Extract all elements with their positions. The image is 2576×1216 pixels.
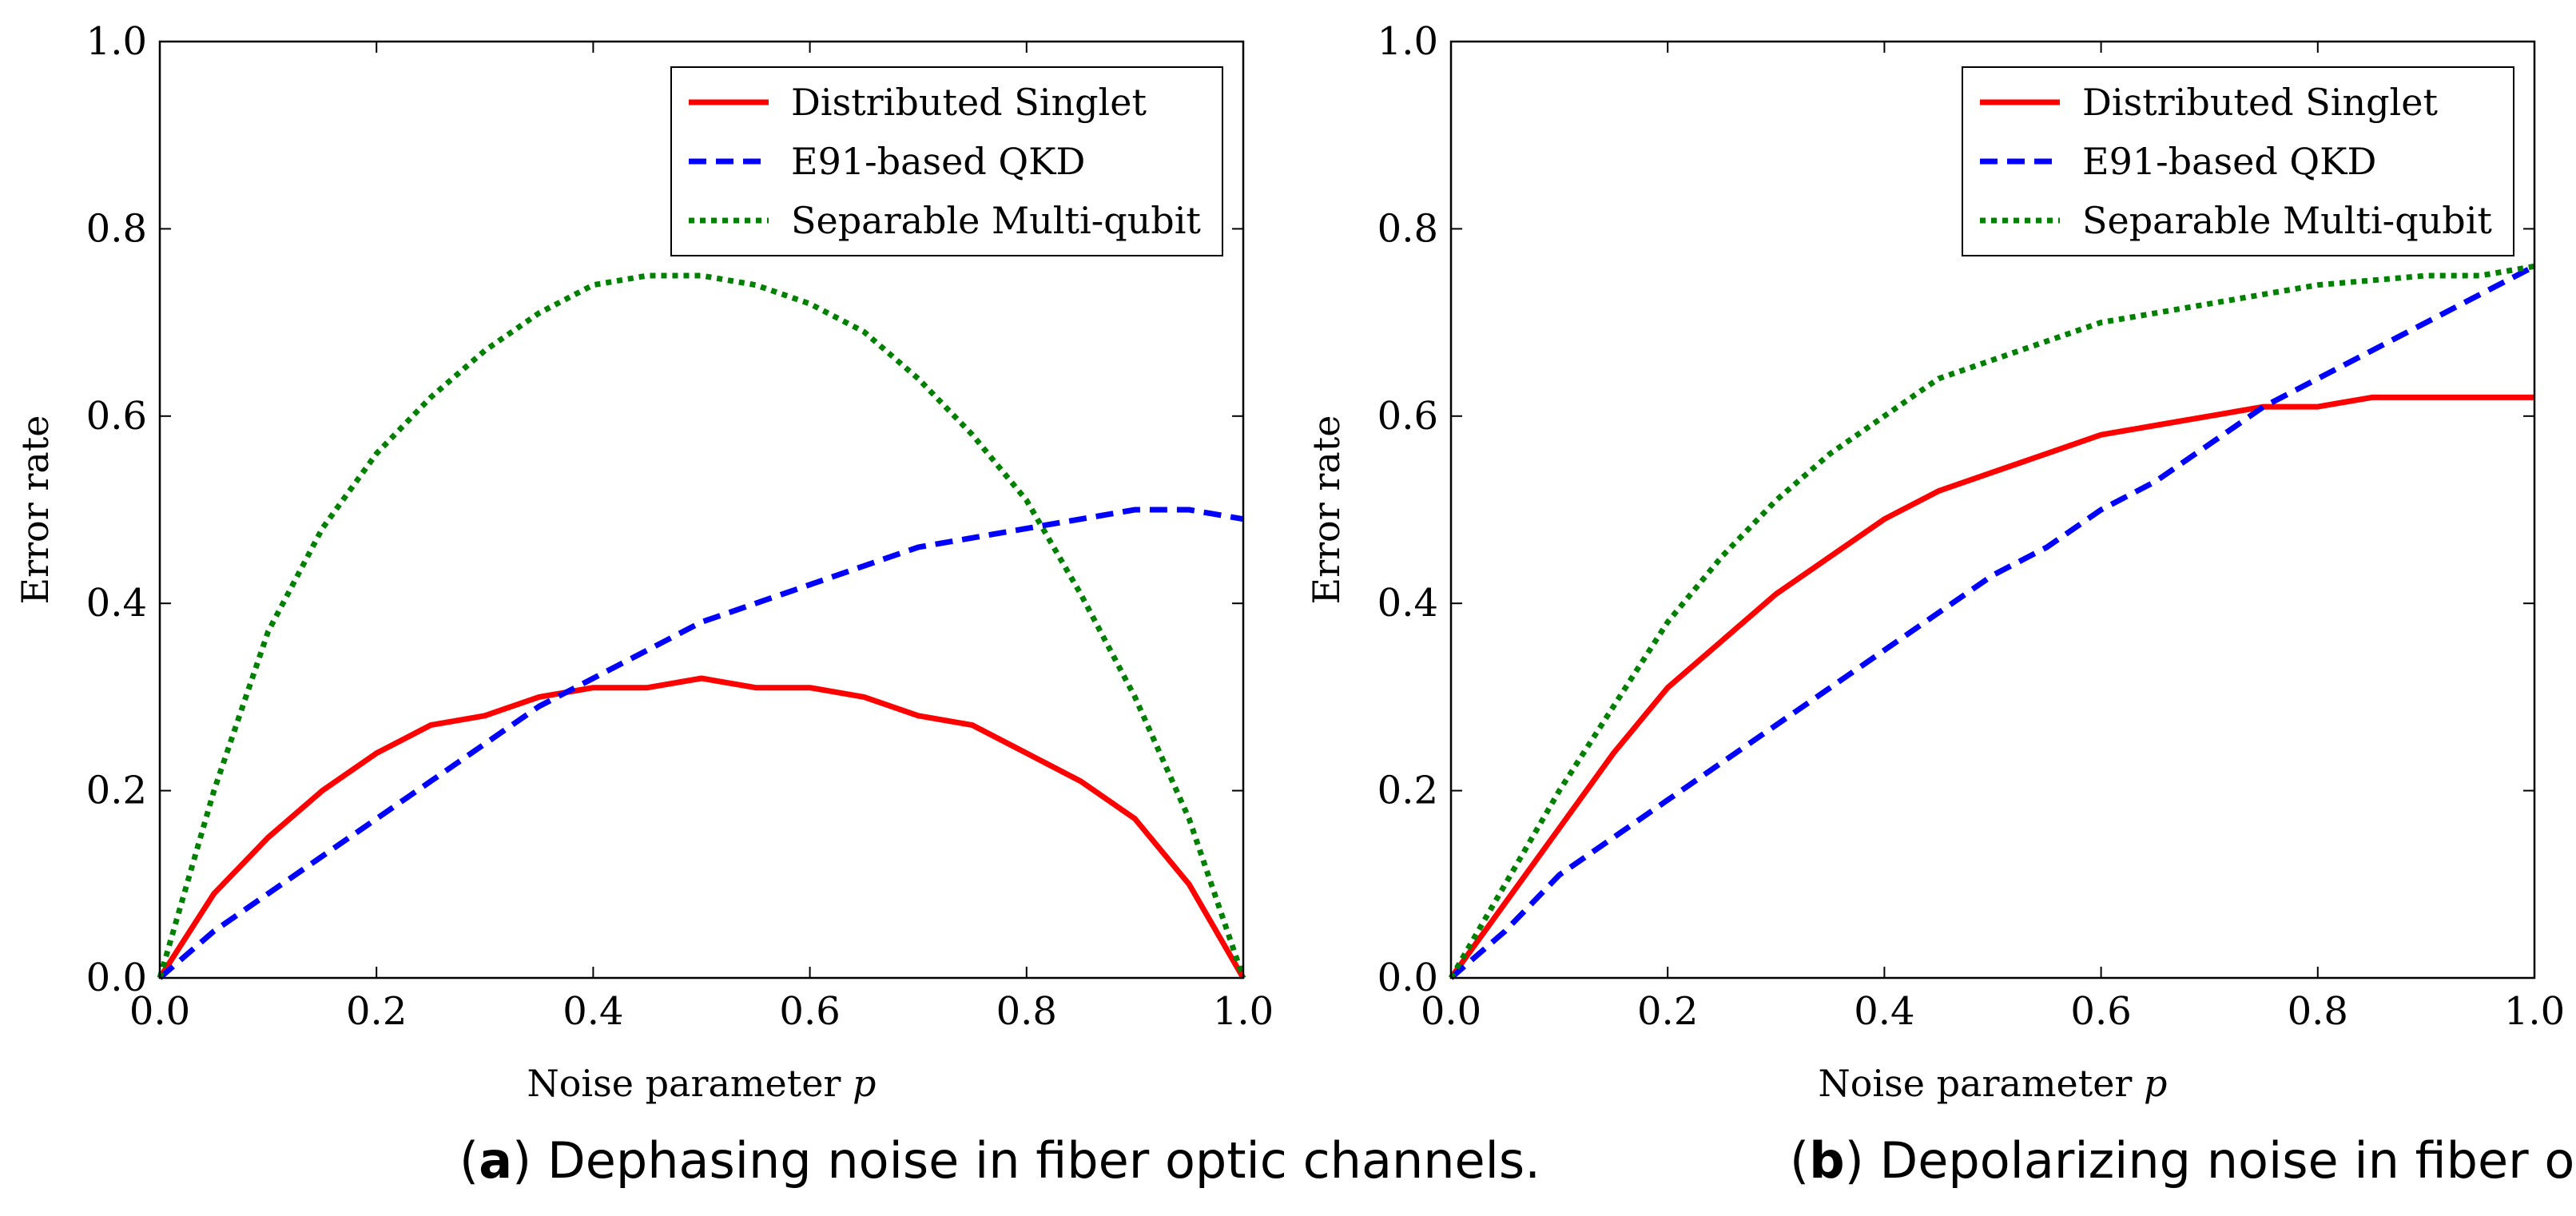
series-line-e91-based-qkd: [157, 507, 1244, 980]
legend-label: E91-based QKD: [791, 140, 1085, 183]
panel-caption: (a) Dephasing noise in fiber optic chann…: [459, 1131, 1540, 1190]
legend-box: [1962, 66, 2514, 256]
caption-paren-open: (: [1790, 1131, 1809, 1190]
x-axis-title: Noise parameter p: [1818, 1062, 2167, 1105]
legend-label: Distributed Singlet: [791, 81, 1147, 124]
legend-label: E91-based QKD: [2082, 140, 2376, 183]
legend: Distributed Singlet E91-based QKD Separabl…: [670, 66, 1223, 256]
x-tick-label: 1.0: [2504, 989, 2565, 1034]
y-tick-label: 0.4: [1377, 581, 1438, 626]
x-tick-label: 0.6: [2070, 989, 2131, 1034]
panel-b-chart: 0.0 0.2 0.4 0.6 0.8 1.0 0.0 0.2 0.4 0.6 0.8 1.0 Nois…: [1305, 19, 2576, 1190]
series-line-distributed-singlet: [1449, 394, 2534, 980]
y-axis-title: Error rate: [1305, 415, 1348, 605]
caption-paren-open: (: [459, 1131, 479, 1190]
legend-label: Separable Multi-qubit: [2082, 199, 2492, 242]
x-tick-label: 0.4: [563, 989, 623, 1034]
y-axis-title: Error rate: [14, 415, 57, 605]
panel-caption: (b) Depolarizing noise in fiber optic ch…: [1790, 1131, 2576, 1190]
y-tick-label: 0.6: [86, 394, 147, 439]
y-tick-label: 0.2: [1377, 769, 1438, 813]
x-axis-variable: p: [853, 1062, 876, 1105]
series-line-separable-multi-qubit: [1448, 263, 2535, 980]
x-axis-title-text: Noise parameter: [527, 1062, 853, 1105]
x-tick-label: 1.0: [1213, 989, 1274, 1034]
legend-label: Separable Multi-qubit: [791, 199, 1201, 242]
x-tick-label: 0.6: [779, 989, 840, 1034]
x-tick-label: 0.2: [1637, 989, 1698, 1034]
y-tick-label: 0.8: [1377, 206, 1438, 251]
caption-paren-close: ): [1845, 1131, 1880, 1190]
y-tick-label: 0.2: [86, 769, 147, 813]
x-axis-title: Noise parameter p: [527, 1062, 876, 1105]
x-axis-title-text: Noise parameter: [1818, 1062, 2144, 1105]
caption-panel-letter: a: [479, 1131, 512, 1190]
legend-label: Distributed Singlet: [2082, 81, 2438, 124]
legend: Distributed Singlet E91-based QKD Separabl…: [1962, 66, 2514, 256]
y-tick-label: 0.8: [86, 206, 147, 251]
legend-box: [670, 66, 1223, 256]
x-tick-label: 0.4: [1854, 989, 1914, 1034]
y-tick-label: 0.4: [86, 581, 147, 626]
plot-frame: [1449, 40, 2536, 980]
x-tick-label: 0.8: [2288, 989, 2348, 1034]
plot-frame: [158, 40, 1245, 980]
y-tick-label: 0.0: [86, 956, 147, 1000]
y-tick-label: 1.0: [86, 19, 147, 64]
x-tick-label: 0.0: [129, 989, 190, 1034]
series-line-distributed-singlet: [157, 675, 1246, 980]
y-tick-label: 1.0: [1377, 19, 1438, 64]
x-axis-variable: p: [2144, 1062, 2167, 1105]
y-tick-label: 0.0: [1377, 956, 1438, 1000]
caption-paren-close: ): [512, 1131, 547, 1190]
series-line-e91-based-qkd: [1449, 264, 2536, 980]
panel-a-chart: 0.0 0.2 0.4 0.6 0.8 1.0 0.0 0.2 0.4 0.6 0.8 1.0 Nois…: [14, 19, 1540, 1190]
x-tick-label: 0.8: [996, 989, 1057, 1034]
x-tick-label: 0.0: [1421, 989, 1481, 1034]
caption-text: Dephasing noise in fiber optic channels.: [547, 1131, 1540, 1190]
y-tick-label: 0.6: [1377, 394, 1438, 439]
caption-text: Depolarizing noise in fiber optic channe…: [1880, 1131, 2576, 1190]
x-tick-label: 0.2: [346, 989, 407, 1034]
caption-panel-letter: b: [1809, 1131, 1844, 1190]
